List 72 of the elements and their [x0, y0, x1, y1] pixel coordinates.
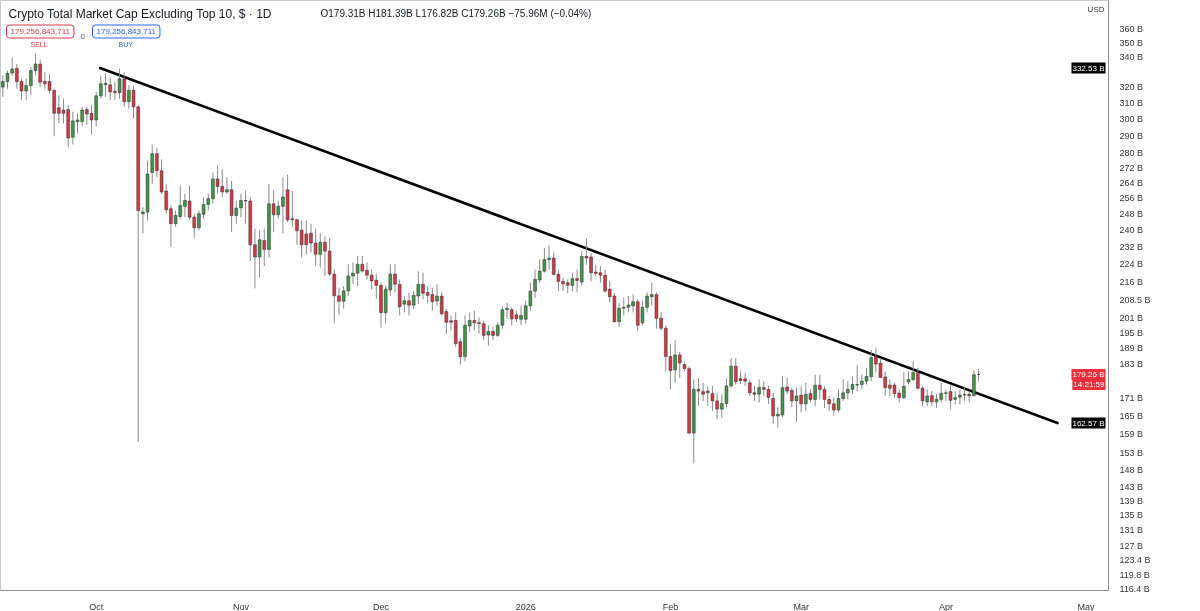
candlestick [836, 388, 841, 413]
y-tick-label: 240 B [1119, 224, 1144, 235]
annotation: 162.57 B [1072, 418, 1105, 428]
y-tick-label: 116.4 B [1119, 583, 1150, 594]
candlestick [215, 164, 220, 195]
x-tick-label: 2026 [515, 601, 536, 611]
annotation: 179,256,843,711 [96, 27, 157, 36]
text: Crypto Total Market Cap Excluding Top 10, $ · 1D [8, 6, 272, 21]
x-tick-label: May [1077, 601, 1095, 611]
y-tick-label: 290 B [1119, 130, 1144, 141]
y-tick-label: 232 B [1119, 241, 1144, 252]
candlestick [472, 310, 477, 332]
y-tick-label: 139 B [1119, 495, 1144, 506]
annotation: USD [1087, 5, 1105, 14]
y-tick-label: 264 B [1119, 177, 1144, 188]
y-tick-label: 224 B [1119, 259, 1144, 270]
candlestick [5, 70, 10, 90]
candlestick [416, 270, 421, 305]
x-tick-label: Oct [89, 601, 104, 611]
y-tick-label: 148 B [1119, 464, 1144, 475]
x-tick-label: Nov [232, 601, 250, 611]
candlestick [299, 219, 304, 259]
y-tick-label: 123.4 B [1119, 554, 1151, 565]
candlestick [486, 324, 491, 346]
y-tick-label: 183 B [1119, 359, 1144, 370]
annotation: 179,256,843,711 [10, 27, 71, 36]
y-tick-label: 119.8 B [1119, 569, 1150, 580]
candlestick [355, 255, 360, 287]
candlestick [822, 385, 827, 409]
x-tick-label: Apr [938, 601, 953, 611]
candlestick [257, 229, 262, 278]
candlestick [948, 384, 953, 410]
annotation: 179.26 B [1072, 370, 1105, 380]
x-tick-label: Mar [793, 601, 809, 611]
candlestick [117, 68, 122, 100]
annotation: 14:21:59 [1073, 380, 1106, 390]
y-tick-label: 320 B [1119, 82, 1144, 93]
x-tick-label: Dec [372, 601, 390, 611]
y-tick-label: 216 B [1119, 277, 1144, 288]
annotation: 0 [80, 32, 86, 41]
y-tick-label: 272 B [1119, 162, 1144, 173]
candlestick [103, 73, 108, 98]
y-tick-label: 340 B [1119, 51, 1144, 62]
y-tick-label: 208.5 B [1119, 294, 1151, 305]
x-tick-label: Feb [662, 601, 679, 611]
y-tick-label: 350 B [1119, 37, 1144, 48]
y-tick-label: 189 B [1119, 343, 1144, 354]
y-tick-label: 131 B [1119, 525, 1144, 536]
text: O179.31B H181.39B L176.82B C179.26B −75.96M (−0.04%) [320, 8, 592, 19]
y-tick-label: 165 B [1119, 410, 1144, 421]
candlestick [794, 387, 799, 423]
y-tick-label: 171 B [1119, 392, 1144, 403]
y-tick-label: 159 B [1119, 429, 1144, 440]
y-tick-label: 195 B [1119, 327, 1144, 338]
y-tick-label: 127 B [1119, 540, 1144, 551]
y-tick-label: 135 B [1119, 510, 1144, 521]
candlestick [369, 268, 374, 290]
y-tick-label: 248 B [1119, 208, 1144, 219]
candlestick [313, 228, 318, 267]
y-tick-label: 310 B [1119, 97, 1144, 108]
y-tick-label: 360 B [1119, 23, 1144, 34]
annotation: 332.53 B [1072, 63, 1105, 73]
y-tick-label: 201 B [1119, 312, 1144, 323]
y-tick-label: 256 B [1119, 192, 1144, 203]
y-tick-label: 300 B [1119, 114, 1144, 125]
y-tick-label: 143 B [1119, 481, 1144, 492]
candlestick [654, 292, 659, 330]
candlestick [570, 272, 575, 292]
candlestick [430, 287, 435, 312]
y-tick-label: 280 B [1119, 148, 1144, 159]
candlestick [75, 112, 80, 134]
y-tick-label: 153 B [1119, 448, 1144, 459]
